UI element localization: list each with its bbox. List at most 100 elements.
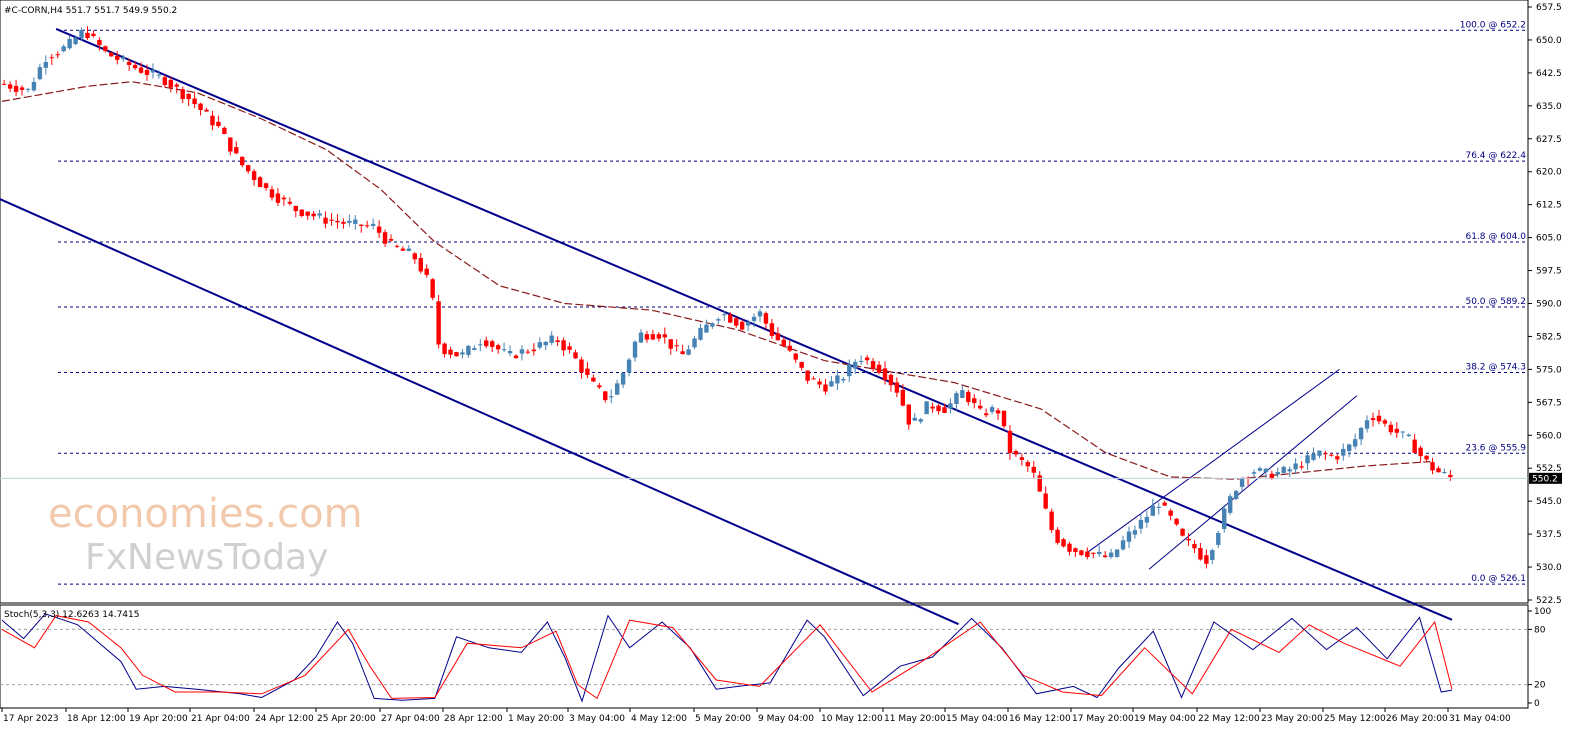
fib-level-label: 38.2 @ 574.3	[1465, 362, 1526, 372]
candle-body	[841, 378, 846, 381]
candle	[1120, 535, 1126, 551]
candle	[1317, 450, 1322, 459]
candle-body	[430, 279, 435, 298]
candle-body	[198, 103, 203, 111]
candle	[1305, 450, 1310, 471]
candle-body	[585, 368, 590, 375]
candle-body	[347, 220, 352, 223]
candle	[662, 327, 667, 344]
candle	[1233, 490, 1239, 501]
candle	[1055, 527, 1060, 545]
candle-body	[222, 127, 227, 134]
candle	[1370, 412, 1376, 427]
candle-body	[1019, 457, 1025, 460]
candle-body	[353, 219, 358, 224]
candle	[109, 51, 114, 57]
candle-body	[811, 378, 816, 380]
candle-body	[162, 77, 168, 85]
candle-body	[942, 407, 947, 413]
candle	[739, 319, 745, 331]
candle	[900, 384, 906, 407]
time-tick-label: 22 May 12:00	[1198, 714, 1260, 724]
candle	[1049, 508, 1054, 533]
fib-level-label: 23.6 @ 555.9	[1465, 443, 1526, 453]
candle	[757, 308, 763, 322]
candle-body	[1001, 410, 1007, 427]
watermark-economies: economies.com	[48, 491, 363, 537]
candle-body	[1049, 511, 1054, 531]
candle	[1311, 447, 1316, 462]
candle	[805, 370, 810, 384]
candle	[513, 354, 519, 359]
candle	[329, 213, 334, 226]
candle-body	[864, 357, 870, 361]
time-tick-label: 9 May 04:00	[758, 714, 814, 724]
candle-body	[1186, 538, 1191, 541]
candle	[323, 211, 328, 229]
candle	[1013, 449, 1019, 457]
candle-body	[1162, 502, 1167, 506]
candle-body	[275, 193, 281, 203]
candle-body	[650, 334, 656, 340]
candle	[817, 378, 822, 389]
candle	[1388, 421, 1394, 436]
candle-body	[1448, 474, 1453, 478]
candle-body	[1287, 469, 1292, 472]
candle	[1174, 518, 1179, 526]
candle-body	[537, 342, 542, 348]
candle	[1424, 455, 1429, 462]
candle-body	[1055, 529, 1060, 543]
candle	[144, 64, 150, 81]
candle-body	[1323, 453, 1328, 455]
candle	[132, 61, 138, 70]
candle-body	[1061, 539, 1066, 547]
candle-body	[531, 349, 537, 352]
candle	[495, 343, 501, 354]
candle	[97, 37, 102, 51]
candle	[1418, 445, 1423, 463]
candle	[555, 336, 560, 347]
candle-body	[466, 345, 471, 355]
candle	[918, 417, 923, 424]
fib-level-label: 61.8 @ 604.0	[1465, 232, 1526, 242]
candle	[1138, 513, 1144, 534]
candle-body	[799, 362, 804, 368]
price-tick-label: 612.5	[1536, 201, 1562, 211]
candle-body	[876, 364, 882, 373]
candle	[37, 63, 43, 81]
candle	[698, 323, 703, 341]
candle	[1150, 498, 1156, 516]
candle	[1007, 425, 1013, 460]
candle	[61, 44, 66, 53]
candle	[1079, 549, 1084, 557]
candle-body	[829, 381, 834, 387]
candle	[406, 244, 412, 252]
candle-body	[495, 345, 501, 350]
candle	[1299, 461, 1304, 470]
time-tick-label: 18 Apr 12:00	[67, 714, 126, 724]
candle-body	[805, 370, 810, 381]
candle-body	[382, 232, 388, 244]
fib-level-label: 100.0 @ 652.2	[1460, 20, 1526, 30]
candle	[91, 30, 96, 38]
candle-body	[1311, 453, 1316, 460]
candle	[507, 345, 513, 357]
candle-body	[311, 213, 316, 217]
candle	[1430, 457, 1435, 475]
candle	[43, 55, 49, 75]
candle-body	[454, 352, 459, 357]
candle-body	[960, 390, 965, 398]
candle-body	[1251, 472, 1257, 474]
candle	[1186, 533, 1191, 546]
candle	[1293, 457, 1298, 475]
candle-body	[793, 353, 798, 360]
candle	[1156, 502, 1161, 515]
candle-body	[400, 248, 406, 251]
candle	[543, 340, 548, 351]
candle	[656, 332, 662, 342]
candle	[858, 355, 864, 366]
candle	[251, 169, 257, 186]
candle-body	[1442, 472, 1447, 474]
candle-body	[55, 54, 60, 56]
